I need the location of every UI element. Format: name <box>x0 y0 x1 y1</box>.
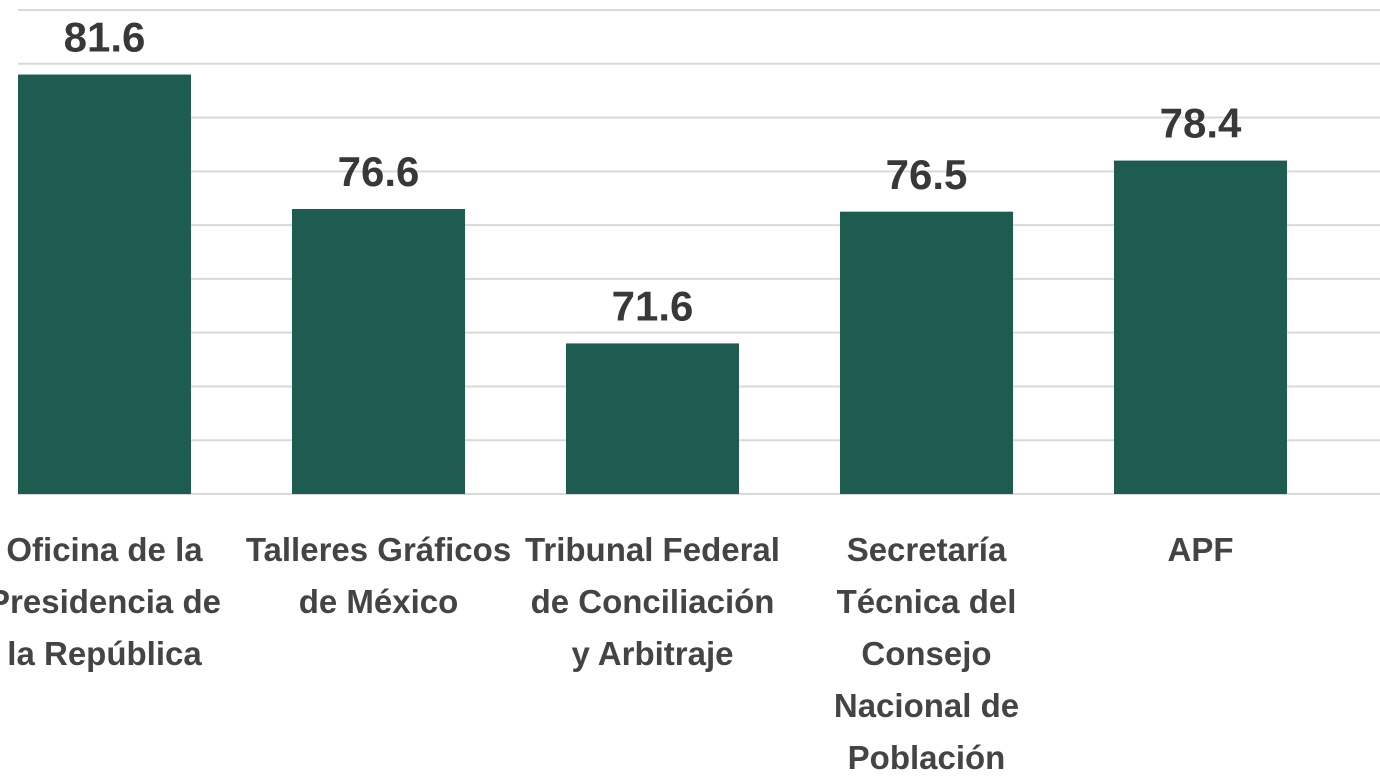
page: 81.676.671.676.578.4 (() => { const data… <box>0 9 1380 776</box>
x-tick-label: Tribunal Federal de Conciliación y Arbit… <box>525 531 780 672</box>
value-label: 76.6 <box>338 148 420 195</box>
x-tick-label: Oficina de la Presidencia de la Repúblic… <box>0 531 221 672</box>
bar <box>292 208 465 494</box>
x-tick-label: Talleres Gráficos de México <box>245 531 512 620</box>
value-label: 78.4 <box>1160 100 1242 147</box>
value-label: 81.6 <box>64 14 146 61</box>
bar <box>566 343 739 494</box>
x-tick-label: APF <box>1167 531 1234 568</box>
bar <box>840 211 1013 494</box>
bar <box>18 74 191 495</box>
value-label: 71.6 <box>612 283 694 330</box>
x-tick-label: Secretaría Técnica del Consejo Nacional … <box>833 531 1020 776</box>
bar <box>1114 160 1287 495</box>
value-label: 76.5 <box>886 151 968 198</box>
chart: 81.6 76.6 71.6 76.5 78.4 <box>18 9 1380 495</box>
